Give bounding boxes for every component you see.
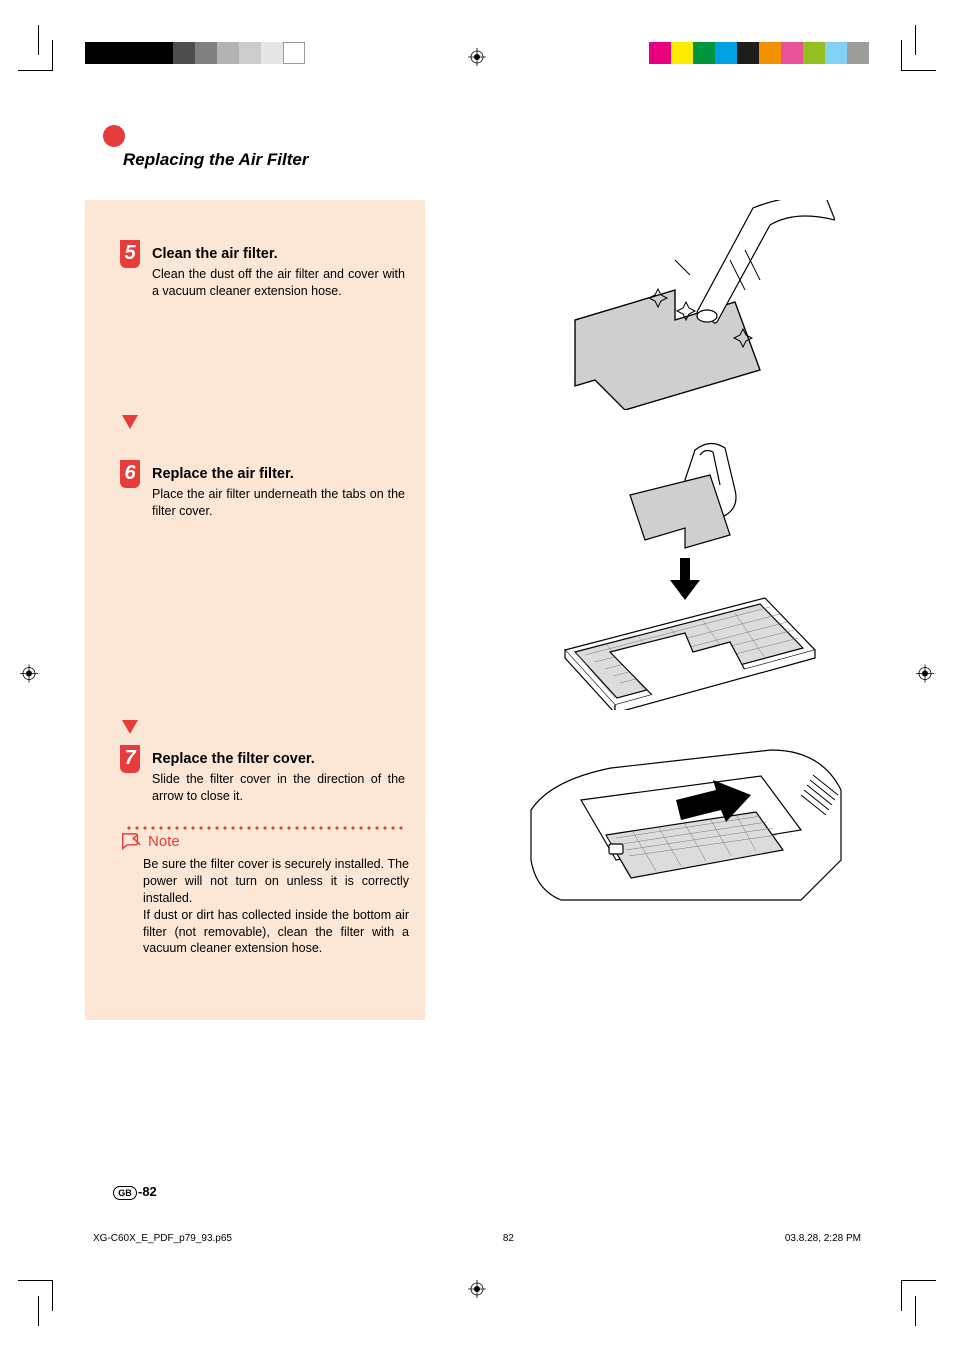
footer-file: XG-C60X_E_PDF_p79_93.p65 — [93, 1233, 232, 1244]
illustration-slide-cover — [521, 740, 851, 920]
content-area: Replacing the Air Filter 5 Clean the air… — [85, 120, 869, 1220]
down-arrow-icon — [122, 720, 138, 734]
section-header: Replacing the Air Filter — [85, 120, 869, 170]
colorbar-left — [85, 42, 305, 64]
down-arrow-icon — [122, 415, 138, 429]
step-title: Replace the air filter. — [152, 460, 415, 482]
step-body: Place the air filter underneath the tabs… — [152, 486, 415, 520]
step-title: Clean the air filter. — [152, 240, 415, 262]
print-footer: XG-C60X_E_PDF_p79_93.p65 82 03.8.28, 2:2… — [85, 1228, 869, 1248]
note-icon — [120, 832, 142, 850]
step-body: Clean the dust off the air filter and co… — [152, 266, 415, 300]
step-6: 6 Replace the air filter. Place the air … — [120, 460, 415, 520]
note-label: Note — [148, 833, 180, 850]
step-number-badge: 6 — [120, 460, 140, 488]
step-7: 7 Replace the filter cover. Slide the fi… — [120, 745, 415, 805]
gb-badge: GB — [113, 1186, 137, 1200]
header-dot-icon — [103, 125, 125, 147]
illustration-insert-filter — [535, 440, 835, 710]
step-5: 5 Clean the air filter. Clean the dust o… — [120, 240, 415, 300]
step-body: Slide the filter cover in the direction … — [152, 771, 415, 805]
step-number-badge: 5 — [120, 240, 140, 268]
divider-dotted — [125, 826, 405, 830]
registration-mark-icon — [468, 48, 486, 71]
note-header: Note — [120, 832, 180, 850]
step-number-badge: 7 — [120, 745, 140, 773]
step-title: Replace the filter cover. — [152, 745, 415, 767]
colorbar-right — [649, 42, 869, 64]
footer-timestamp: 03.8.28, 2:28 PM — [785, 1233, 861, 1244]
section-title: Replacing the Air Filter — [123, 150, 308, 170]
page-number: GB-82 — [113, 1184, 157, 1200]
note-body: Be sure the filter cover is securely ins… — [143, 856, 415, 957]
page-num-text: -82 — [138, 1184, 157, 1199]
manual-page: Replacing the Air Filter 5 Clean the air… — [0, 0, 954, 1351]
footer-sheet: 82 — [503, 1233, 514, 1244]
registration-mark-icon — [916, 664, 934, 687]
steps-panel: 5 Clean the air filter. Clean the dust o… — [85, 200, 425, 1020]
illustration-vacuum — [535, 200, 835, 410]
crop-marks-bottom — [0, 1281, 954, 1311]
registration-mark-icon — [20, 664, 38, 687]
